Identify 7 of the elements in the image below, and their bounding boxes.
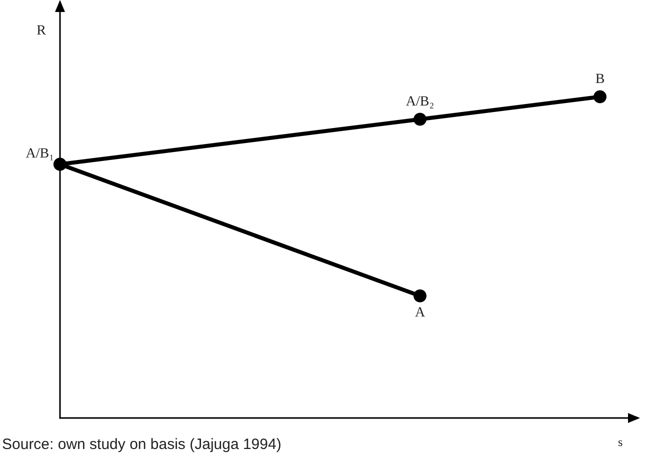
x-axis-title: s: [618, 435, 623, 449]
y-axis-title: R: [36, 24, 47, 38]
text: A/B₁: [26, 146, 54, 162]
source-note: Source: own study on basis (Jajuga 1994): [2, 436, 282, 453]
annotation: A/B₂: [406, 94, 434, 110]
annotation: A: [414, 305, 426, 320]
text: B: [595, 72, 605, 88]
